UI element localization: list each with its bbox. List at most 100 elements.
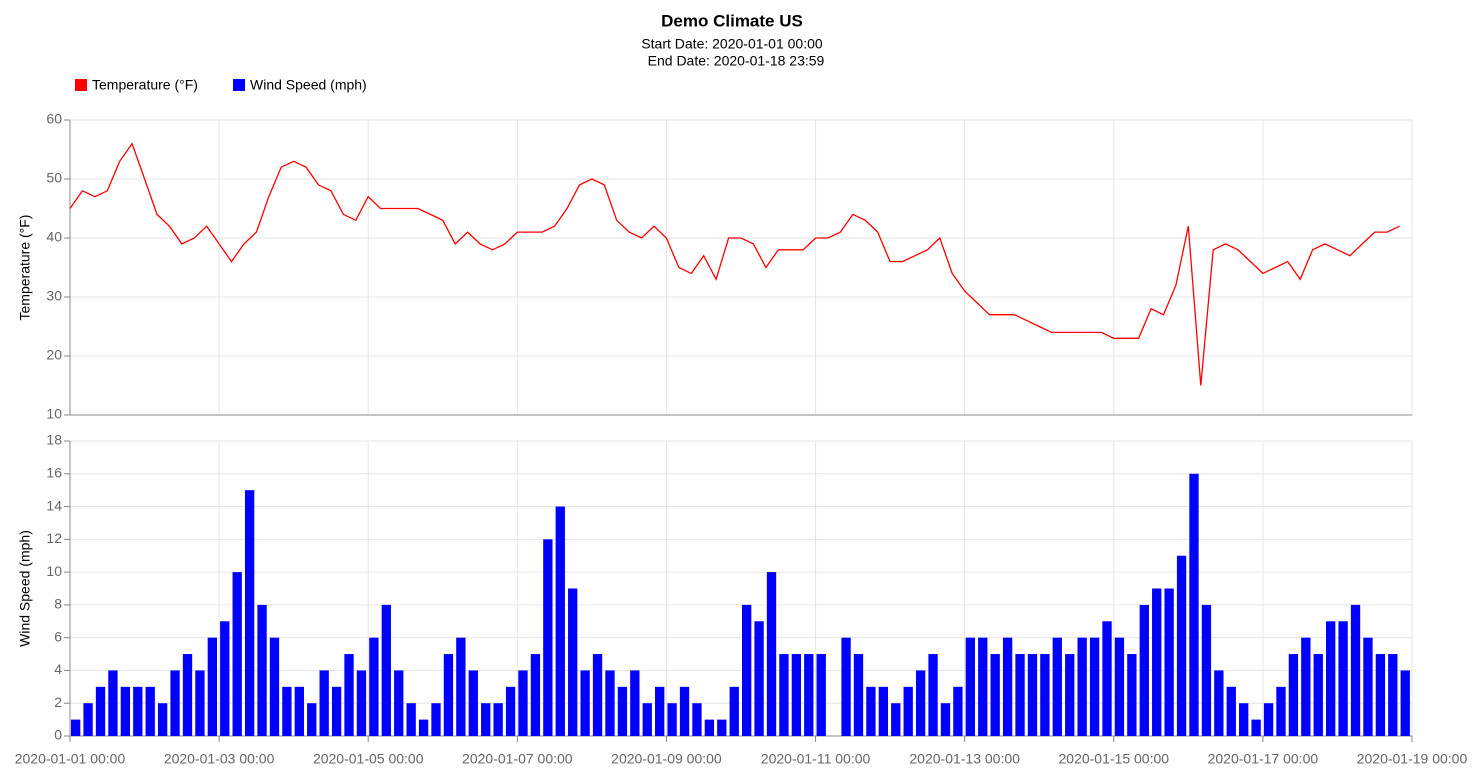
bar	[766, 572, 777, 736]
bar	[431, 703, 441, 736]
y-tick-label: 40	[46, 229, 62, 245]
x-tick-label: 2020-01-09 00:00	[611, 751, 722, 767]
bar	[1338, 621, 1348, 736]
bar	[518, 670, 528, 736]
bar	[1139, 604, 1149, 736]
y-tick-label: 6	[54, 628, 62, 644]
bar	[1089, 637, 1100, 736]
bar	[381, 604, 391, 736]
bar	[195, 670, 205, 736]
bar	[965, 637, 975, 736]
x-tick-label: 2020-01-11 00:00	[761, 751, 871, 767]
bar	[704, 719, 715, 736]
bar	[1027, 654, 1038, 736]
bar	[530, 654, 541, 736]
bar	[133, 686, 143, 736]
bar	[1189, 473, 1199, 736]
bar	[418, 719, 429, 736]
bar	[1263, 703, 1274, 736]
bar	[505, 686, 516, 736]
bar	[853, 654, 864, 736]
y-tick-label: 60	[46, 111, 62, 127]
bar	[207, 637, 218, 736]
bar	[294, 686, 304, 736]
bar	[592, 654, 603, 736]
bar	[804, 654, 814, 736]
bar	[642, 703, 652, 736]
bar	[1350, 604, 1361, 736]
bar	[1400, 670, 1410, 736]
bar	[580, 670, 590, 736]
bar	[667, 703, 677, 736]
bar	[369, 637, 379, 736]
legend-swatch	[75, 79, 87, 91]
bar	[1388, 654, 1398, 736]
bar	[319, 670, 329, 736]
y-tick-label: 12	[46, 530, 62, 546]
bar	[1375, 654, 1386, 736]
y-tick-label: 50	[46, 170, 62, 186]
y-tick-label: 0	[54, 727, 62, 743]
bar	[394, 670, 404, 736]
bar	[456, 637, 466, 736]
bar	[543, 539, 553, 736]
bar	[269, 637, 280, 736]
y-tick-label: 16	[46, 464, 62, 480]
bar	[754, 621, 764, 736]
bar	[1326, 621, 1336, 736]
y-tick-label: 10	[46, 406, 62, 422]
x-tick-label: 2020-01-05 00:00	[313, 751, 424, 767]
bar	[1276, 686, 1286, 736]
bar	[841, 637, 851, 736]
bar	[331, 686, 342, 736]
bar	[406, 703, 416, 736]
bar	[915, 670, 926, 736]
bar	[1077, 637, 1087, 736]
bar	[1251, 719, 1261, 736]
bar	[356, 670, 367, 736]
bar	[742, 604, 752, 736]
bar	[443, 654, 454, 736]
x-tick-label: 2020-01-13 00:00	[909, 751, 1020, 767]
bar	[481, 703, 491, 736]
y-tick-label: 10	[46, 563, 62, 579]
bar	[940, 703, 951, 736]
bar	[1226, 686, 1236, 736]
bar	[990, 654, 1000, 736]
legend-swatch	[233, 79, 245, 91]
bar	[978, 637, 988, 736]
bar	[257, 604, 267, 736]
y-tick-label: 18	[46, 432, 62, 448]
bar	[928, 654, 938, 736]
bar	[1288, 654, 1299, 736]
bar	[157, 703, 168, 736]
bar	[953, 686, 963, 736]
bar	[866, 686, 876, 736]
bar	[182, 654, 193, 736]
bar	[779, 654, 789, 736]
bar	[816, 654, 826, 736]
x-tick-label: 2020-01-01 00:00	[15, 751, 126, 767]
bar	[1301, 637, 1311, 736]
bar	[468, 670, 478, 736]
bar	[1201, 604, 1212, 736]
bar	[1015, 654, 1025, 736]
y-axis-label: Temperature (°F)	[17, 215, 33, 321]
bar	[83, 703, 93, 736]
y-tick-label: 30	[46, 288, 62, 304]
x-tick-label: 2020-01-19 00:00	[1357, 751, 1468, 767]
bar	[1002, 637, 1013, 736]
bar	[1040, 654, 1050, 736]
y-tick-label: 8	[54, 596, 62, 612]
bar	[655, 686, 665, 736]
bar	[1114, 637, 1125, 736]
chart-title: Demo Climate US	[661, 11, 803, 30]
bar	[1176, 555, 1187, 736]
subtitle: Start Date: 2020-01-01 00:00	[641, 36, 823, 52]
bar	[679, 686, 690, 736]
bar	[605, 670, 615, 736]
bar	[1152, 588, 1162, 736]
y-axis-label: Wind Speed (mph)	[17, 530, 33, 647]
y-tick-label: 20	[46, 347, 62, 363]
